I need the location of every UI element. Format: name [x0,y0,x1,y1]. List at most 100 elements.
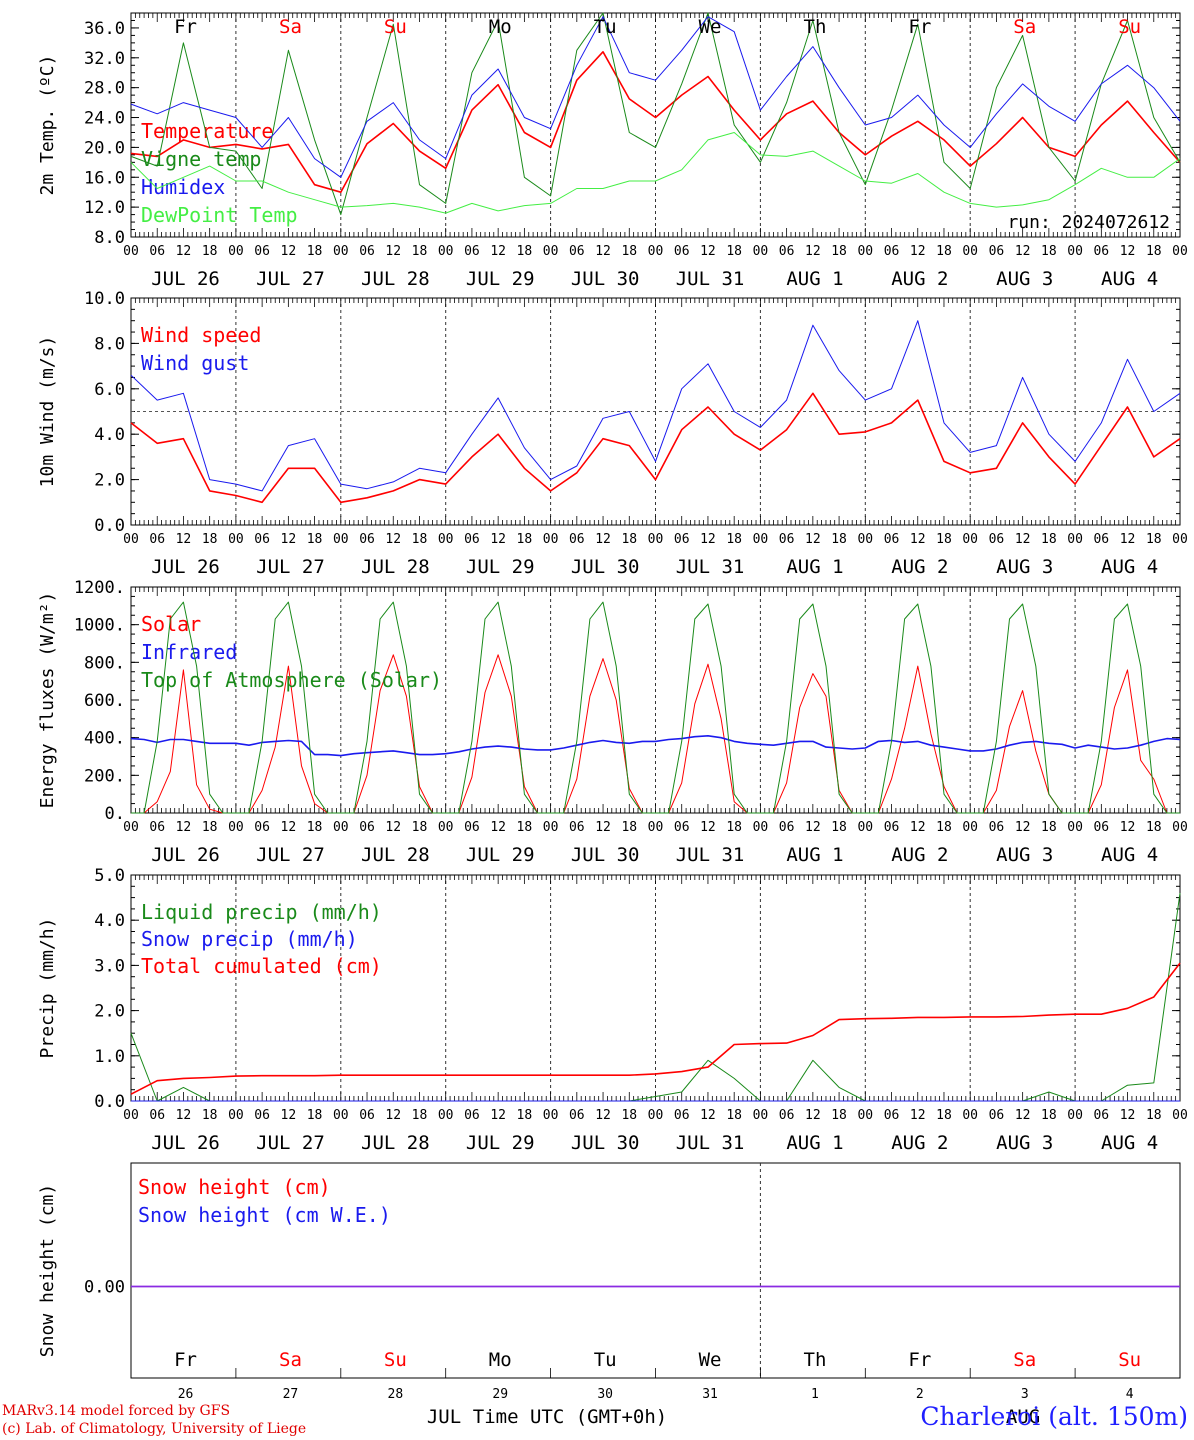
y-tick-label: 24.0 [84,109,125,129]
hour-label: 06 [989,820,1005,835]
panel-2: 0.0 2.0 4.0 6.0 8.0 10.0 10m Wind (m/s) Wind sp… [37,289,1188,578]
date-label: AUG 4 [1101,556,1158,578]
hour-label: 00 [438,244,454,259]
weekday-label: Fr [174,16,197,38]
date-label: JUL 29 [466,268,535,290]
hour-label: 00 [857,1108,873,1123]
hour-label: 06 [884,1108,900,1123]
hour-label: 06 [884,244,900,259]
hour-label: 12 [910,532,926,547]
hour-label: 00 [333,820,349,835]
weekday-label: Su [1118,1349,1141,1371]
hour-label: 00 [543,820,559,835]
legend-entry: Wind gust [141,351,249,375]
hour-label: 12 [1120,820,1136,835]
date-label: JUL 30 [571,268,640,290]
hour-label: 12 [1015,820,1031,835]
hour-label: 12 [595,532,611,547]
hour-label: 00 [753,820,769,835]
hour-label: 18 [307,1108,323,1123]
date-label: AUG 3 [996,268,1053,290]
legend-entry: Wind speed [141,323,261,347]
day-number: 1 [811,1387,819,1402]
hour-label: 00 [438,820,454,835]
hour-label: 06 [1093,244,1109,259]
hour-label: 12 [176,532,192,547]
hour-label: 18 [1146,1108,1162,1123]
hour-label: 06 [254,244,270,259]
hour-label: 12 [1120,532,1136,547]
panel-4: 0.0 1.0 2.0 3.0 4.0 5.0 Precip (mm/h) Liquid pr… [37,866,1188,1154]
y-tick-label: 800. [84,653,125,673]
legend-entry: Infrared [141,640,237,664]
y-tick-label: 8.0 [94,228,125,248]
hour-label: 12 [385,820,401,835]
hour-label: 00 [648,244,664,259]
hour-label: 06 [674,244,690,259]
date-label: JUL 27 [256,1132,325,1154]
hour-label: 12 [490,244,506,259]
weekday-label: Th [804,16,827,38]
lab-credit: (c) Lab. of Climatology, University of L… [2,1421,307,1437]
hour-label: 18 [621,1108,637,1123]
month-label: JUL [427,1406,461,1428]
legend-entry: Liquid precip (mm/h) [141,900,382,924]
date-label: JUL 29 [466,844,535,866]
hour-label: 00 [228,820,244,835]
weekday-label: Sa [279,1349,302,1371]
weekday-label: Su [1118,16,1141,38]
month-label: AUG [1006,1406,1040,1428]
hour-label: 12 [176,244,192,259]
date-label: JUL 27 [256,268,325,290]
weekday-label: Tu [594,1349,617,1371]
series-line [130,320,1181,492]
day-number: 28 [388,1387,404,1402]
y-tick-label: 1200. [74,578,125,598]
hour-label: 00 [333,532,349,547]
y-axis-label: 10m Wind (m/s) [37,336,58,488]
hour-label: 18 [621,820,637,835]
hour-label: 18 [307,820,323,835]
weekday-label: Fr [908,1349,931,1371]
hour-label: 12 [700,244,716,259]
weekday-label: Su [384,1349,407,1371]
hour-label: 06 [149,532,165,547]
hour-label: 06 [779,1108,795,1123]
y-tick-label: 3.0 [94,956,125,976]
weekday-label: Fr [174,1349,197,1371]
hour-label: 12 [595,1108,611,1123]
hour-label: 00 [1067,244,1083,259]
series-line [130,132,1181,214]
y-tick-label: 0.00 [84,1278,125,1298]
hour-label: 06 [674,1108,690,1123]
hour-label: 12 [805,532,821,547]
hour-label: 00 [857,820,873,835]
hour-label: 12 [281,244,297,259]
day-number: 4 [1126,1387,1134,1402]
y-tick-label: 36.0 [84,19,125,39]
y-tick-label: 0.0 [94,516,125,536]
hour-label: 18 [1041,820,1057,835]
date-label: AUG 3 [996,844,1053,866]
day-number: 29 [492,1387,508,1402]
hour-label: 06 [569,1108,585,1123]
hour-label: 18 [202,820,218,835]
series-line [130,50,1181,193]
hour-label: 06 [464,820,480,835]
hour-label: 12 [700,532,716,547]
weekday-label: Tu [594,16,617,38]
hour-label: 06 [254,532,270,547]
y-tick-label: 200. [84,766,125,786]
hour-label: 12 [1120,1108,1136,1123]
hour-label: 18 [726,1108,742,1123]
date-label: JUL 30 [571,844,640,866]
hour-label: 00 [123,244,139,259]
run-annotation: run: 2024072612 [1007,212,1170,233]
hour-label: 12 [176,1108,192,1123]
legend-entry: Total cumulated (cm) [141,954,382,978]
date-label: AUG 2 [891,268,948,290]
hour-label: 18 [1146,532,1162,547]
hour-label: 00 [753,1108,769,1123]
hour-label: 18 [936,532,952,547]
weekday-label: Sa [1013,1349,1036,1371]
